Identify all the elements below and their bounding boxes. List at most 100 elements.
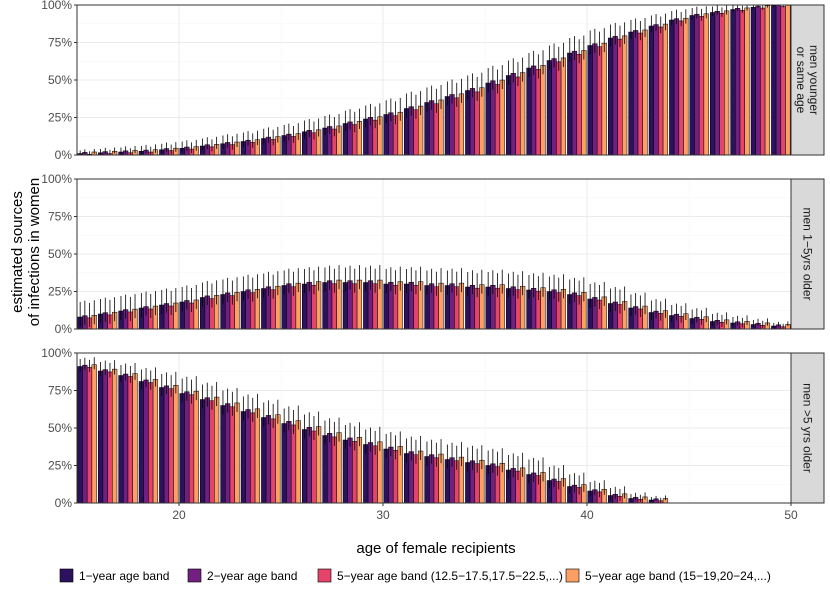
- bar-series-1: [689, 15, 695, 156]
- bar-series-3: [780, 6, 786, 156]
- bar-series-3: [311, 430, 317, 504]
- bar-series-3: [698, 16, 705, 156]
- y-tick-label: 25%: [48, 285, 72, 299]
- bar-series-2: [143, 379, 149, 504]
- bar-series-1: [648, 25, 654, 156]
- legend-swatch: [565, 568, 580, 583]
- bar-series-1: [628, 31, 634, 156]
- bar-series-2: [204, 397, 210, 504]
- bar-series-3: [556, 61, 562, 156]
- bar-series-1: [220, 405, 226, 504]
- facet-label: men 1−5yrs older: [801, 207, 815, 300]
- bar-series-2: [612, 36, 618, 156]
- bar-series-2: [347, 437, 353, 504]
- bar-series-1: [118, 375, 124, 504]
- x-tick-label: 50: [784, 508, 798, 522]
- bar-series-2: [286, 421, 292, 504]
- bar-series-4: [581, 50, 587, 156]
- bar-series-2: [735, 8, 741, 156]
- y-axis-title-line: of infections in women: [26, 178, 43, 326]
- bar-series-3: [250, 412, 256, 504]
- bar-series-3: [474, 91, 480, 156]
- y-tick-label: 50%: [48, 421, 72, 435]
- bar-series-1: [505, 75, 512, 156]
- bar-series-3: [760, 7, 766, 156]
- bar-series-2: [531, 65, 537, 156]
- legend-swatch: [317, 568, 332, 583]
- bar-series-1: [199, 399, 206, 504]
- bar-series-2: [327, 433, 333, 504]
- bar-series-4: [785, 4, 791, 156]
- bar-series-2: [592, 43, 598, 156]
- bar-series-4: [336, 432, 342, 504]
- bar-series-1: [730, 9, 736, 156]
- facet-strip-background: [790, 4, 825, 156]
- legend: 1−year age band 2−year age band 5−year age…: [59, 568, 771, 583]
- bar-series-1: [607, 37, 614, 156]
- bar-series-3: [535, 69, 541, 156]
- bar-series-4: [499, 79, 505, 156]
- bar-series-2: [633, 30, 639, 156]
- y-tick-label: 50%: [48, 247, 72, 261]
- bar-series-1: [771, 5, 777, 156]
- bar-series-3: [127, 376, 133, 504]
- legend-item-2: 2−year age band: [187, 568, 297, 583]
- bar-series-4: [173, 385, 179, 504]
- bar-series-2: [653, 24, 659, 156]
- bar-series-4: [356, 436, 363, 504]
- bar-series-4: [132, 373, 138, 504]
- bar-series-3: [637, 32, 643, 156]
- bar-series-2: [714, 11, 720, 156]
- bar-series-4: [683, 17, 689, 156]
- facet-label: or same age: [794, 47, 808, 114]
- legend-item-3: 5−year age band (12.5−17.5,17.5−22.5,...…: [317, 568, 563, 583]
- bar-series-2: [673, 18, 680, 156]
- facet-strip-background: [790, 178, 825, 330]
- facet-strip-background: [790, 352, 825, 504]
- bar-series-3: [352, 441, 358, 504]
- bar-series-4: [112, 368, 118, 504]
- y-tick-label: 0%: [55, 322, 73, 336]
- bar-series-2: [775, 4, 782, 156]
- bar-series-3: [719, 13, 725, 156]
- bar-series-4: [724, 10, 730, 156]
- bar-series-1: [750, 7, 756, 156]
- error-bars: [79, 357, 666, 503]
- facet-strip: men >5 yrs older: [790, 352, 825, 504]
- bar-series-4: [642, 29, 648, 156]
- bar-series-4: [662, 23, 669, 156]
- bar-series-4: [703, 13, 709, 156]
- bar-series-1: [97, 370, 104, 504]
- x-axis-title: age of female recipients: [356, 540, 515, 557]
- error-bars: [79, 5, 789, 155]
- facet-strip: men 1−5yrs older: [790, 178, 825, 330]
- error-bars: [79, 265, 789, 329]
- bar-series-1: [342, 439, 348, 504]
- bar-series-1: [587, 45, 593, 156]
- bar-series-3: [658, 26, 664, 156]
- bar-series-3: [168, 388, 174, 504]
- bar-series-1: [567, 52, 573, 156]
- y-axis-title-line: estimated sources: [9, 191, 26, 313]
- legend-label: 5−year age band (12.5−17.5,17.5−22.5,...…: [337, 569, 563, 583]
- x-tick-label: 40: [580, 508, 594, 522]
- bar-series-3: [331, 436, 337, 504]
- y-tick-label: 50%: [48, 73, 72, 87]
- bar-series-2: [265, 415, 272, 504]
- panel-3: 0% 25% 50% 75% 100% men >5 yrs older 20 30 40 50: [41, 346, 825, 522]
- bar-series-4: [540, 64, 546, 156]
- bar-series-1: [138, 381, 144, 504]
- x-tick-label: 20: [172, 508, 186, 522]
- bar-series-2: [245, 409, 251, 504]
- facet-label: men >5 yrs older: [801, 383, 815, 473]
- bar-series-4: [234, 402, 240, 504]
- bar-series-4: [520, 72, 526, 156]
- y-tick-label: 75%: [48, 36, 72, 50]
- bar-series-4: [193, 390, 199, 504]
- bar-series-2: [306, 427, 312, 504]
- legend-label: 5−year age band (15−19,20−24,...): [585, 569, 771, 583]
- legend-swatch: [59, 568, 74, 583]
- bar-series-3: [107, 371, 113, 504]
